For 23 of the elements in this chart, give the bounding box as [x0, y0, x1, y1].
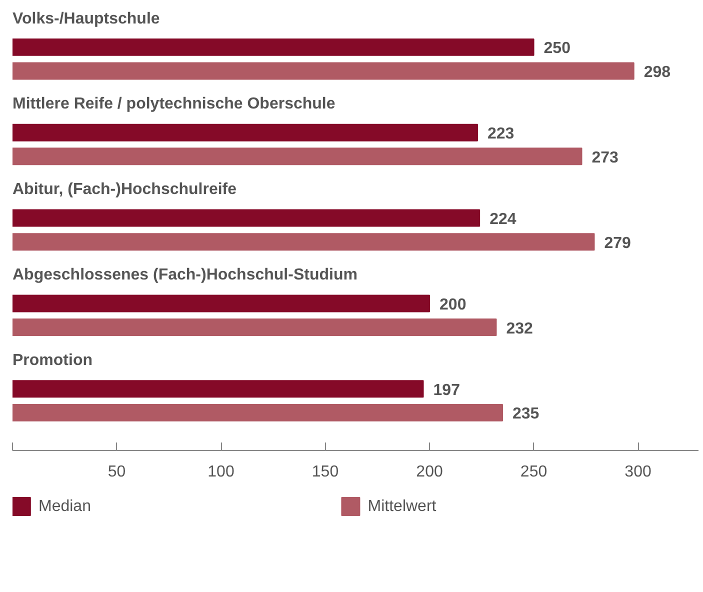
y-tick-label: Abitur, (Fach-)Hochschulreife [12, 181, 237, 198]
x-tick-label: 50 [108, 464, 126, 480]
data-label: 273 [592, 149, 619, 166]
data-label: 200 [440, 296, 466, 314]
legend-label: Median [38, 498, 91, 515]
x-tick-label: 200 [416, 464, 443, 480]
data-label: 235 [512, 406, 540, 423]
legend-label: Mittelwert [368, 498, 437, 515]
y-tick-label: Abgeschlossenes (Fach-)Hochschul-Studium [12, 266, 358, 284]
data-label: 197 [433, 382, 460, 399]
data-label: 279 [604, 234, 632, 252]
data-label: 250 [544, 40, 571, 58]
x-tick-label: 100 [208, 464, 234, 480]
data-label: 224 [490, 211, 516, 228]
x-tick-label: 300 [624, 464, 652, 480]
y-tick-label: Volks-/Hauptschule [12, 10, 160, 28]
x-tick-label: 150 [312, 464, 339, 480]
y-tick-label: Promotion [12, 352, 92, 369]
data-label: 223 [487, 126, 514, 143]
data-label: 232 [506, 320, 534, 338]
x-tick-label: 250 [520, 464, 548, 480]
data-label: 298 [644, 64, 671, 81]
y-tick-label: Mittlere Reife / polytechnische Oberschule [12, 96, 336, 113]
